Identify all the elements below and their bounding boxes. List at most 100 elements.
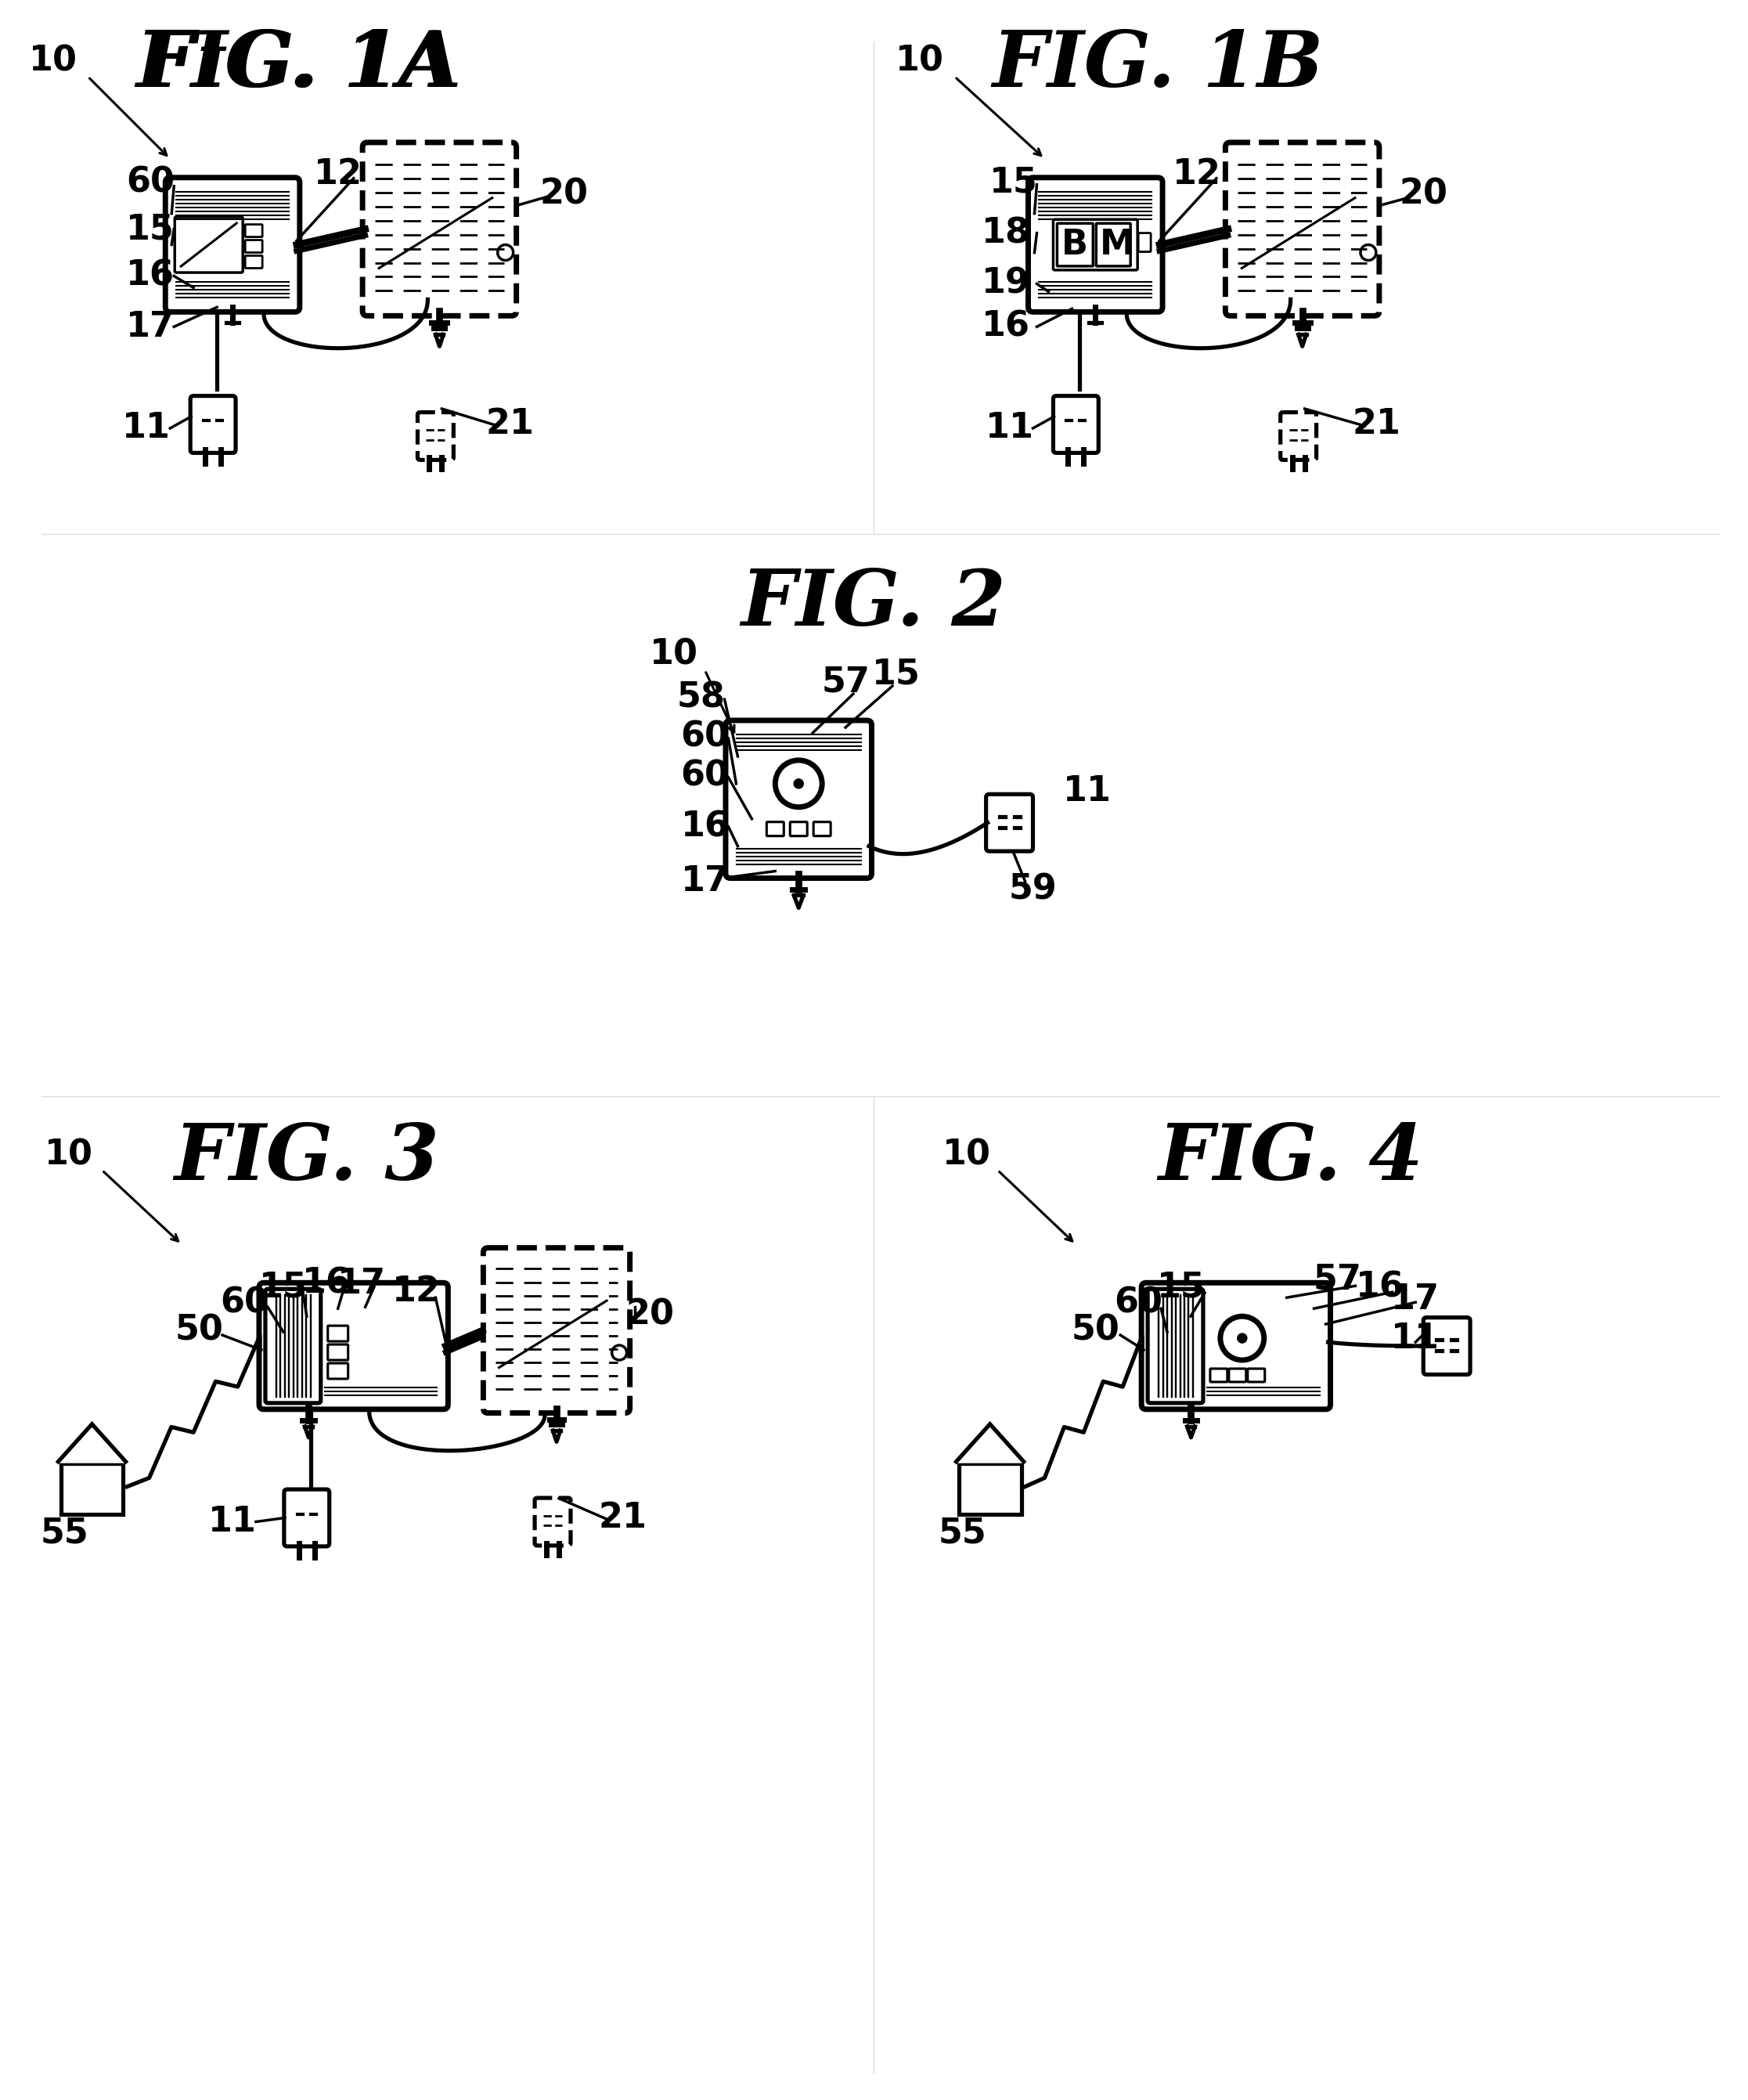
- FancyBboxPatch shape: [191, 397, 236, 454]
- Text: 17: 17: [680, 865, 729, 899]
- Text: 19: 19: [981, 267, 1030, 300]
- Text: M: M: [1099, 229, 1134, 262]
- Text: 60: 60: [680, 758, 729, 792]
- Text: 16: 16: [1356, 1270, 1405, 1304]
- Circle shape: [1238, 1334, 1246, 1342]
- Text: 12: 12: [392, 1275, 440, 1308]
- Text: 20: 20: [1398, 176, 1447, 210]
- Text: 10: 10: [650, 638, 697, 672]
- Text: 58: 58: [676, 680, 725, 714]
- FancyBboxPatch shape: [266, 1289, 322, 1403]
- FancyBboxPatch shape: [725, 720, 872, 878]
- Text: 11: 11: [208, 1506, 257, 1539]
- Text: 12: 12: [313, 158, 362, 191]
- FancyBboxPatch shape: [1054, 397, 1098, 454]
- Text: 21: 21: [598, 1502, 647, 1535]
- FancyBboxPatch shape: [482, 1247, 629, 1413]
- Text: 11: 11: [986, 412, 1033, 445]
- Text: B: B: [1061, 229, 1089, 262]
- Text: 15: 15: [989, 166, 1038, 200]
- Text: 10: 10: [28, 44, 77, 78]
- Text: 16: 16: [302, 1266, 351, 1300]
- Text: 57: 57: [822, 666, 871, 699]
- Text: 10: 10: [942, 1138, 991, 1172]
- FancyBboxPatch shape: [1028, 179, 1162, 313]
- Text: FIG. 2: FIG. 2: [741, 567, 1007, 643]
- Text: 11: 11: [1391, 1321, 1440, 1355]
- Text: 16: 16: [126, 258, 175, 292]
- FancyBboxPatch shape: [285, 1489, 329, 1546]
- Text: 15: 15: [126, 212, 175, 246]
- FancyBboxPatch shape: [245, 225, 262, 237]
- FancyBboxPatch shape: [1210, 1369, 1227, 1382]
- FancyBboxPatch shape: [986, 794, 1033, 851]
- FancyBboxPatch shape: [1138, 233, 1150, 252]
- Text: 55: 55: [939, 1516, 988, 1550]
- Text: 21: 21: [1353, 407, 1400, 441]
- FancyBboxPatch shape: [1148, 1289, 1203, 1403]
- Text: 55: 55: [40, 1516, 89, 1550]
- Text: FIG. 3: FIG. 3: [175, 1121, 439, 1197]
- FancyBboxPatch shape: [329, 1363, 348, 1380]
- Bar: [61, 1464, 122, 1514]
- Text: 17: 17: [126, 311, 175, 344]
- FancyBboxPatch shape: [1229, 1369, 1246, 1382]
- Circle shape: [612, 1346, 628, 1361]
- Circle shape: [774, 760, 822, 806]
- Text: FIG. 1A: FIG. 1A: [136, 27, 461, 103]
- FancyBboxPatch shape: [1096, 223, 1131, 267]
- FancyBboxPatch shape: [1248, 1369, 1266, 1382]
- FancyBboxPatch shape: [1225, 143, 1379, 315]
- FancyBboxPatch shape: [166, 179, 299, 313]
- Circle shape: [498, 246, 514, 260]
- Text: 60: 60: [1113, 1285, 1162, 1321]
- Text: 11: 11: [1063, 775, 1112, 809]
- Text: 12: 12: [1173, 158, 1222, 191]
- Text: 18: 18: [981, 216, 1030, 250]
- FancyBboxPatch shape: [329, 1344, 348, 1361]
- FancyBboxPatch shape: [1281, 412, 1316, 460]
- FancyBboxPatch shape: [1058, 223, 1092, 267]
- Text: 20: 20: [540, 176, 589, 210]
- Text: 11: 11: [122, 412, 171, 445]
- Text: 17: 17: [1391, 1283, 1440, 1317]
- Polygon shape: [58, 1424, 128, 1464]
- FancyBboxPatch shape: [245, 239, 262, 252]
- Text: FɪG. 1A: FɪG. 1A: [140, 27, 458, 103]
- FancyBboxPatch shape: [813, 821, 830, 836]
- Circle shape: [1220, 1317, 1264, 1361]
- Circle shape: [1360, 246, 1376, 260]
- FancyBboxPatch shape: [362, 143, 516, 315]
- Text: 57: 57: [1313, 1262, 1362, 1296]
- Text: 50: 50: [175, 1315, 224, 1348]
- Text: 20: 20: [626, 1298, 675, 1331]
- Text: 15: 15: [872, 657, 921, 691]
- Text: 15: 15: [1157, 1270, 1206, 1304]
- Text: FIG. 4: FIG. 4: [1157, 1121, 1423, 1197]
- Circle shape: [795, 779, 802, 788]
- FancyBboxPatch shape: [535, 1497, 570, 1546]
- Text: 60: 60: [680, 720, 729, 754]
- FancyBboxPatch shape: [1141, 1283, 1330, 1409]
- Text: 60: 60: [126, 166, 175, 200]
- FancyBboxPatch shape: [790, 821, 808, 836]
- Text: 16: 16: [981, 311, 1030, 344]
- Text: FIG. 1B: FIG. 1B: [993, 27, 1323, 103]
- Polygon shape: [954, 1424, 1024, 1464]
- Text: 59: 59: [1009, 872, 1058, 905]
- Text: 15: 15: [259, 1270, 308, 1304]
- Text: 10: 10: [44, 1138, 93, 1172]
- FancyBboxPatch shape: [329, 1325, 348, 1342]
- FancyBboxPatch shape: [1423, 1317, 1470, 1376]
- Text: 17: 17: [337, 1266, 386, 1300]
- Text: 10: 10: [895, 44, 944, 78]
- Text: 60: 60: [220, 1285, 269, 1321]
- Text: 21: 21: [486, 407, 533, 441]
- FancyBboxPatch shape: [175, 216, 243, 273]
- FancyBboxPatch shape: [1054, 218, 1138, 271]
- FancyBboxPatch shape: [767, 821, 783, 836]
- FancyBboxPatch shape: [259, 1283, 447, 1409]
- FancyBboxPatch shape: [418, 412, 453, 460]
- Text: 16: 16: [680, 811, 729, 844]
- Text: 50: 50: [1072, 1315, 1119, 1348]
